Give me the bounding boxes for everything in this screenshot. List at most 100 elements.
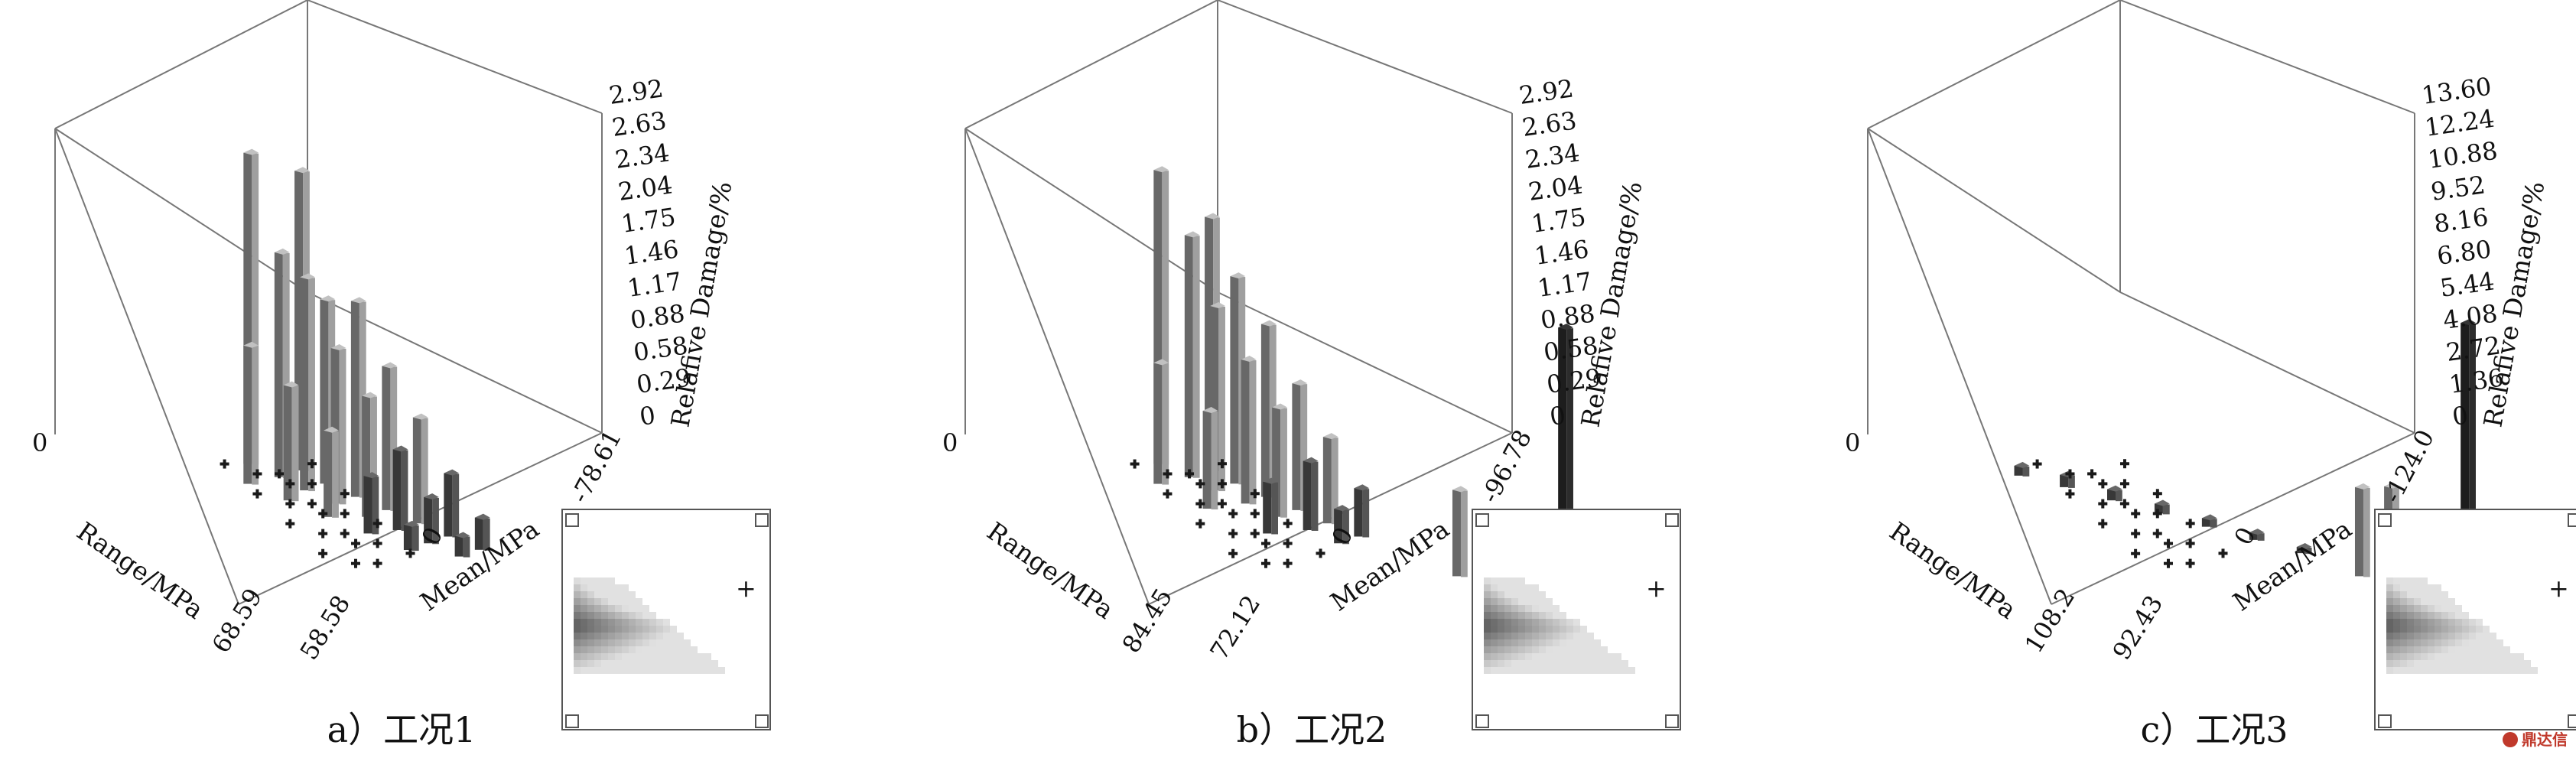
inset-cell [2414, 605, 2421, 612]
inset-cell [1491, 639, 1498, 646]
z-tick-label: 8.16 [2432, 202, 2490, 239]
marker [1286, 519, 1290, 529]
bar-left-face [320, 299, 329, 484]
bar-left-face [2201, 518, 2210, 527]
inset-cell [2428, 626, 2435, 633]
bar-left-face [1153, 363, 1163, 484]
inset-cell [2435, 605, 2441, 612]
inset-cell [1615, 660, 1621, 667]
inset-cell [594, 660, 601, 667]
inset-cell [2400, 626, 2407, 633]
z-tick-label: 1.46 [1533, 234, 1591, 271]
inset-cell [2428, 591, 2435, 598]
frame-edge [1217, 0, 1513, 114]
inset-cell [1518, 633, 1525, 639]
inset-cell [1566, 660, 1573, 667]
bar-left-face [2154, 503, 2163, 514]
inset-cell [1553, 639, 1560, 646]
inset-cell [1525, 612, 1532, 619]
inset-cell [615, 612, 622, 619]
bar [412, 413, 428, 525]
inset-cell [1498, 639, 1504, 646]
marker [2188, 558, 2192, 568]
inset-cell [698, 667, 704, 674]
inset-cell [2490, 633, 2496, 639]
inset-cell [649, 639, 656, 646]
bar-right-face [2257, 533, 2265, 541]
inset-cell [2386, 660, 2393, 667]
inset-cell [656, 639, 663, 646]
marker [1253, 489, 1257, 499]
marker [2068, 469, 2072, 479]
inset-cell [1511, 626, 1518, 633]
inset-cell [649, 667, 656, 674]
z-tick-label: 2.63 [610, 106, 668, 142]
range-tick-label: 0 [942, 428, 958, 457]
bar-left-face [243, 345, 252, 484]
bars [1153, 166, 1573, 594]
inset-cell [2414, 633, 2421, 639]
bar [1452, 486, 1468, 577]
inset-cell [2407, 619, 2414, 626]
inset-cell [1491, 660, 1498, 667]
inset-cell [1587, 646, 1594, 653]
inset-cell [1560, 619, 1566, 626]
inset-cell [2421, 619, 2428, 626]
inset-cell [2455, 660, 2462, 667]
frame-edge [2119, 0, 2415, 114]
inset-cell [581, 626, 587, 633]
inset-cell [2400, 667, 2407, 674]
inset-corner [1665, 714, 1679, 728]
inset-cell [1532, 646, 1539, 653]
inset-cell [2448, 660, 2455, 667]
inset-cell [1525, 591, 1532, 598]
inset-cell [2414, 584, 2421, 591]
inset-cell [2414, 591, 2421, 598]
inset-cell [677, 667, 684, 674]
inset-cell [656, 660, 663, 667]
bar-top-face [2154, 499, 2170, 506]
inset-cell [581, 612, 587, 619]
inset-cell [636, 626, 642, 633]
inset-cell [2462, 667, 2469, 674]
range-axis-label: Range/MPa [71, 516, 209, 625]
marker [2101, 499, 2105, 509]
bar [243, 341, 259, 485]
inset-cell [622, 598, 629, 605]
inset-cell [629, 612, 636, 619]
bar-top-face [1153, 359, 1169, 366]
inset-cell [2407, 584, 2414, 591]
inset-cell [1546, 639, 1553, 646]
inset-cell [642, 646, 649, 653]
bar-top-face [283, 381, 299, 388]
inset-cell [1525, 598, 1532, 605]
marker [2068, 489, 2072, 499]
inset-cell [636, 639, 642, 646]
inset-cell [1608, 653, 1615, 660]
inset-cell [2414, 653, 2421, 660]
inset-cell [1560, 646, 1566, 653]
inset-cell [2386, 612, 2393, 619]
bars [243, 148, 684, 592]
bar-top-face [382, 362, 398, 369]
inset-cell [608, 653, 615, 660]
inset-cell [2441, 605, 2448, 612]
inset-cell [1504, 639, 1511, 646]
inset-cell [1532, 653, 1539, 660]
inset-cell [1518, 626, 1525, 633]
bar-top-face [2384, 482, 2399, 489]
bar [274, 248, 290, 478]
marker [1220, 499, 1224, 509]
mean-tick-label: -124.0 [2378, 425, 2441, 507]
inset-cell [636, 619, 642, 626]
inset-topview: + [1472, 509, 1681, 730]
bar-top-face [2354, 483, 2370, 490]
inset-cell [636, 667, 642, 674]
inset-cell [2510, 653, 2517, 660]
marker [2167, 538, 2171, 548]
inset-cell [622, 605, 629, 612]
inset-cell [581, 660, 587, 667]
inset-cell [574, 653, 581, 660]
inset-cell [629, 639, 636, 646]
